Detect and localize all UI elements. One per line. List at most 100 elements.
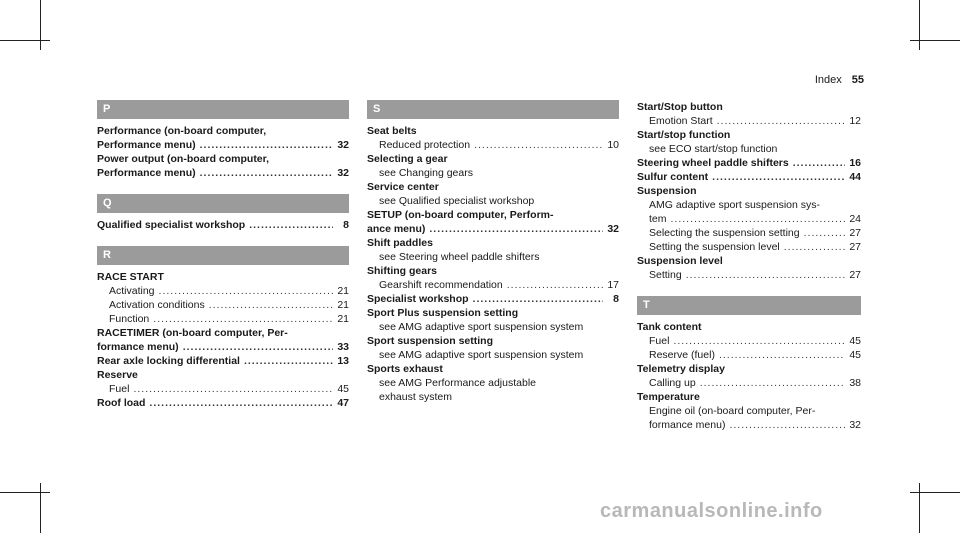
index-entry: Tank content xyxy=(637,321,702,333)
page-ref: 44 xyxy=(849,171,861,183)
index-subentry: Reserve (fuel)45 xyxy=(637,348,861,362)
page-ref: 32 xyxy=(607,223,619,235)
index-entry: ance menu)32 xyxy=(367,222,619,236)
page-ref: 10 xyxy=(607,139,619,151)
page-ref: 27 xyxy=(849,241,861,253)
index-entry: Performance (on-board computer, xyxy=(97,125,267,137)
letter-section-q: Q Qualified specialist workshop8 xyxy=(97,194,349,232)
page-ref: 21 xyxy=(337,285,349,297)
s-continued: Start/Stop button Emotion Start12 Start/… xyxy=(637,100,861,282)
index-subentry: see AMG adaptive sport suspension system xyxy=(379,349,584,361)
page-ref: 45 xyxy=(849,349,861,361)
page-ref: 27 xyxy=(849,269,861,281)
page-ref: 32 xyxy=(849,419,861,431)
page-ref: 16 xyxy=(849,157,861,169)
index-entry: Rear axle locking differential13 xyxy=(97,354,349,368)
index-subentry: Engine oil (on-board computer, Per- xyxy=(649,405,816,417)
index-subentry: Setting27 xyxy=(637,268,861,282)
page-number: 55 xyxy=(851,74,864,86)
index-entry: Performance menu)32 xyxy=(97,166,349,180)
index-entry: Service center xyxy=(367,181,439,193)
index-subentry: Selecting the suspension setting27 xyxy=(637,226,861,240)
index-entry: Suspension xyxy=(637,185,697,197)
page-ref: 24 xyxy=(849,213,861,225)
index-subentry: Calling up38 xyxy=(637,376,861,390)
index-entry: Shifting gears xyxy=(367,265,438,277)
index-entry: Performance menu)32 xyxy=(97,138,349,152)
index-subentry: formance menu)32 xyxy=(637,418,861,432)
index-entry: Sport suspension setting xyxy=(367,335,494,347)
letter-section-t: T Tank content Fuel45 Reserve (fuel)45 T… xyxy=(637,296,861,432)
index-entry: Selecting a gear xyxy=(367,153,448,165)
index-subentry: Setting the suspension level27 xyxy=(637,240,861,254)
index-entry: Start/Stop button xyxy=(637,101,723,113)
letter-section-r: R RACE START Activating21 Activation con… xyxy=(97,246,349,410)
crop-mark xyxy=(0,40,50,41)
letter-heading: T xyxy=(637,296,861,315)
index-entry: formance menu)33 xyxy=(97,340,349,354)
index-entry: Seat belts xyxy=(367,125,417,137)
letter-heading: S xyxy=(367,100,619,119)
page-ref: 33 xyxy=(337,341,349,353)
page-ref: 17 xyxy=(607,279,619,291)
index-subentry: see AMG adaptive sport suspension system xyxy=(379,321,584,333)
index-entry: Roof load47 xyxy=(97,396,349,410)
page-ref: 45 xyxy=(849,335,861,347)
page-ref: 32 xyxy=(337,139,349,151)
index-subentry: see Changing gears xyxy=(379,167,473,179)
crop-mark xyxy=(910,492,960,493)
index-entry: Telemetry display xyxy=(637,363,725,375)
index-entry: Sports exhaust xyxy=(367,363,443,375)
index-entry: Sport Plus suspension setting xyxy=(367,307,519,319)
index-column-1: P Performance (on-board computer, Perfor… xyxy=(97,100,349,424)
index-entry: Sulfur content44 xyxy=(637,170,861,184)
page-ref: 32 xyxy=(337,167,349,179)
index-subentry: Fuel45 xyxy=(97,382,349,396)
index-entry: Steering wheel paddle shifters16 xyxy=(637,156,861,170)
index-entry: Start/stop function xyxy=(637,129,731,141)
index-column-3: Start/Stop button Emotion Start12 Start/… xyxy=(637,100,861,446)
index-entry: Power output (on-board computer, xyxy=(97,153,270,165)
crop-mark xyxy=(919,483,920,533)
index-entry: Suspension level xyxy=(637,255,723,267)
page-ref: 8 xyxy=(343,219,349,231)
index-entry: Shift paddles xyxy=(367,237,433,249)
letter-heading: P xyxy=(97,100,349,119)
index-column-2: S Seat belts Reduced protection10 Select… xyxy=(367,100,619,404)
index-entry: RACETIMER (on-board computer, Per- xyxy=(97,327,288,339)
index-label: Index xyxy=(814,74,842,86)
crop-mark xyxy=(40,483,41,533)
index-subentry: see Steering wheel paddle shifters xyxy=(379,251,540,263)
page-ref: 13 xyxy=(337,355,349,367)
index-subentry: tem24 xyxy=(637,212,861,226)
index-entry: Qualified specialist workshop8 xyxy=(97,218,349,232)
index-entry: SETUP (on-board computer, Perform- xyxy=(367,209,554,221)
page-ref: 45 xyxy=(337,383,349,395)
crop-mark xyxy=(0,492,50,493)
index-subentry: Activating21 xyxy=(97,284,349,298)
index-subentry: AMG adaptive sport suspension sys- xyxy=(649,199,820,211)
index-subentry: see ECO start/stop function xyxy=(649,143,778,155)
index-subentry: exhaust system xyxy=(379,391,452,403)
crop-mark xyxy=(40,0,41,50)
index-entry: Temperature xyxy=(637,391,700,403)
page-ref: 21 xyxy=(337,313,349,325)
page-ref: 47 xyxy=(337,397,349,409)
crop-mark xyxy=(919,0,920,50)
letter-section-p: P Performance (on-board computer, Perfor… xyxy=(97,100,349,180)
index-entry: Reserve xyxy=(97,369,138,381)
index-subentry: Reduced protection10 xyxy=(367,138,619,152)
index-subentry: Function21 xyxy=(97,312,349,326)
index-entry: Specialist workshop8 xyxy=(367,292,619,306)
letter-heading: Q xyxy=(97,194,349,213)
letter-heading: R xyxy=(97,246,349,265)
page-header: Index 55 xyxy=(815,74,864,86)
index-subentry: Emotion Start12 xyxy=(637,114,861,128)
page-ref: 21 xyxy=(337,299,349,311)
page-ref: 8 xyxy=(613,293,619,305)
page-ref: 27 xyxy=(849,227,861,239)
index-subentry: see Qualified specialist workshop xyxy=(379,195,535,207)
crop-mark xyxy=(910,40,960,41)
index-subentry: see AMG Performance adjustable xyxy=(379,377,536,389)
index-subentry: Activation conditions21 xyxy=(97,298,349,312)
